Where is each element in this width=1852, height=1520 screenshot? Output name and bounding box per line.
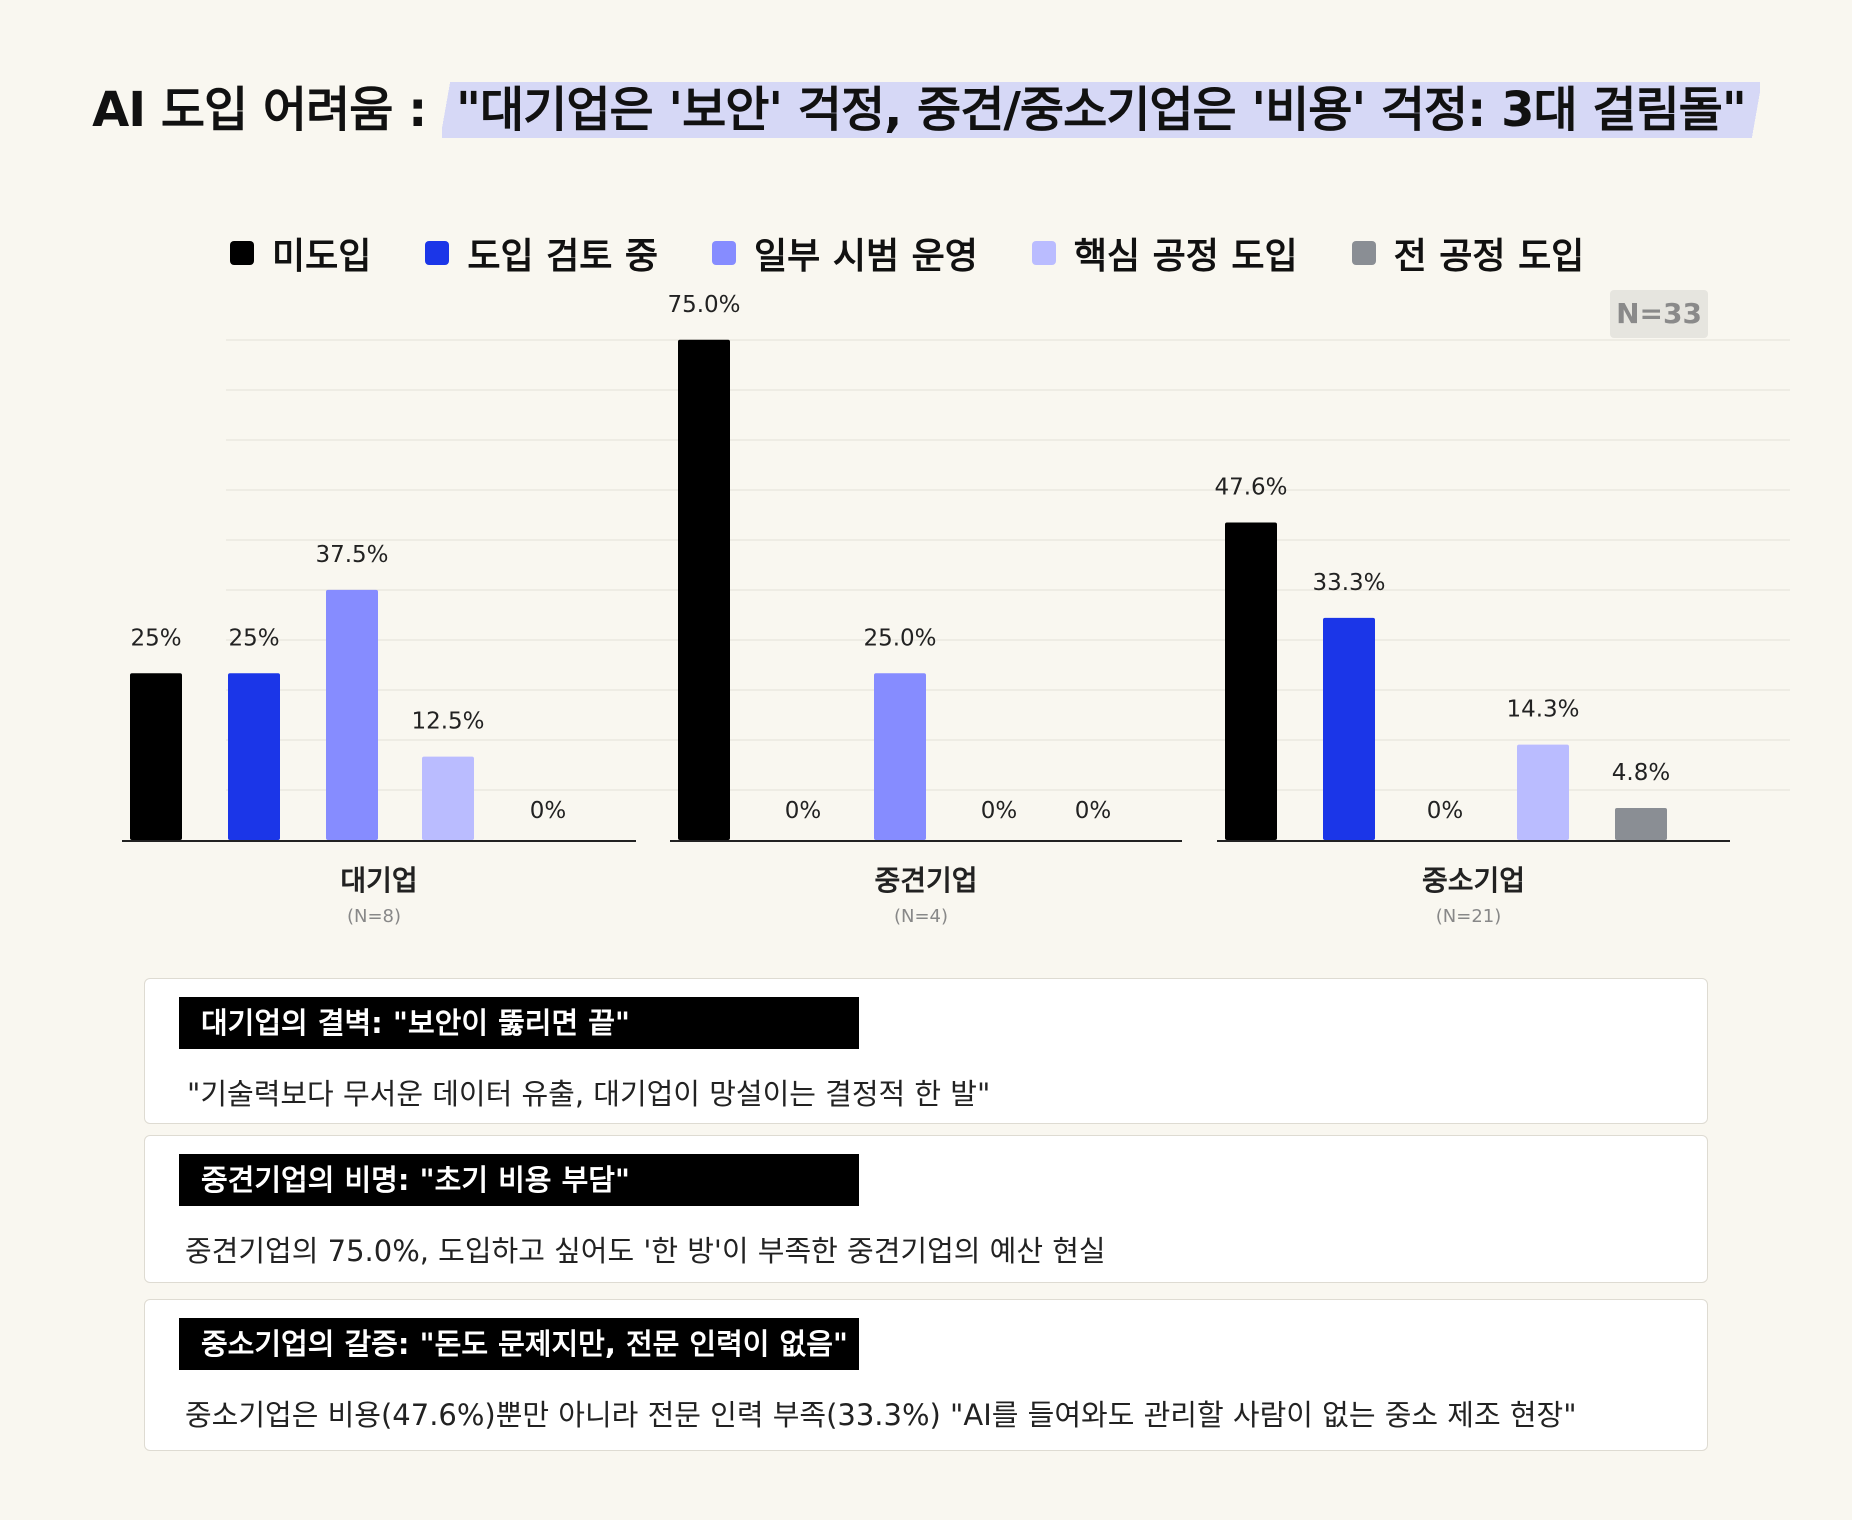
category-label: 대기업 xyxy=(340,864,417,897)
insight-card-small: 중소기업의 갈증: "돈도 문제지만, 전문 인력이 없음" 중소기업은 비용(… xyxy=(144,1299,1708,1451)
bar-3-5 xyxy=(1615,807,1667,840)
data-label: 37.5% xyxy=(315,542,388,568)
bar-1-2 xyxy=(228,673,280,840)
data-label: 14.3% xyxy=(1506,697,1579,723)
legend-swatch xyxy=(1031,241,1056,265)
legend-item-full-process: 전 공정 도입 xyxy=(1351,227,1585,279)
data-label: 0% xyxy=(530,798,567,824)
insight-card-text: 중소기업은 비용(47.6%)뿐만 아니라 전문 인력 부족(33.3%) "A… xyxy=(185,1398,1577,1432)
chart-title: AI 도입 어려움 : "대기업은 '보안' 걱정, 중견/중소기업은 '비용'… xyxy=(0,70,1852,140)
insight-card-text: "기술력보다 무서운 데이터 유출, 대기업이 망설이는 결정적 한 발" xyxy=(187,1077,991,1111)
data-label: 0% xyxy=(1075,798,1112,824)
data-label: 0% xyxy=(785,798,822,824)
data-label: 25.0% xyxy=(863,625,936,651)
legend: 미도입 도입 검토 중 일부 시범 운영 핵심 공정 도입 전 공정 도입 xyxy=(230,228,1584,278)
insight-card-medium: 중견기업의 비명: "초기 비용 부담" 중견기업의 75.0%, 도입하고 싶… xyxy=(144,1135,1708,1283)
legend-swatch xyxy=(1351,241,1376,265)
data-label: 12.5% xyxy=(411,709,484,735)
legend-label: 도입 검토 중 xyxy=(467,236,659,277)
legend-swatch xyxy=(712,241,737,265)
bar-1-4 xyxy=(422,756,474,840)
data-label: 33.3% xyxy=(1312,570,1385,596)
category-n-label: (N=4) xyxy=(894,906,948,927)
bar-chart: 25% 25% 37.5% 12.5% 0% 대기업 (N=8) 75.0% 0% 25.0% 0%… xyxy=(122,292,1790,927)
category-n-label: (N=21) xyxy=(1436,906,1502,927)
legend-label: 일부 시범 운영 xyxy=(754,236,978,277)
legend-item-reviewing: 도입 검토 중 xyxy=(425,227,658,279)
data-label: 0% xyxy=(981,798,1018,824)
insight-card-label: 중견기업의 비명: "초기 비용 부담" xyxy=(179,1154,859,1206)
bar-2-3 xyxy=(874,673,926,840)
legend-item-not-adopted: 미도입 xyxy=(230,227,371,279)
bar-3-4 xyxy=(1517,744,1569,840)
insight-card-label: 대기업의 결벽: "보안이 뚫리면 끝" xyxy=(179,997,859,1049)
data-label: 25% xyxy=(228,625,279,651)
insight-card-text: 중견기업의 75.0%, 도입하고 싶어도 '한 방'이 부족한 중견기업의 예… xyxy=(185,1234,1106,1268)
bar-3-2 xyxy=(1323,617,1375,840)
data-label: 75.0% xyxy=(667,292,740,318)
legend-item-core-process: 핵심 공정 도입 xyxy=(1031,227,1298,279)
bar-3-1 xyxy=(1225,522,1277,840)
data-label: 47.6% xyxy=(1214,475,1287,501)
insight-card-label: 중소기업의 갈증: "돈도 문제지만, 전문 인력이 없음" xyxy=(179,1318,859,1370)
category-label: 중소기업 xyxy=(1422,864,1525,897)
data-label: 4.8% xyxy=(1612,760,1670,786)
legend-label: 미도입 xyxy=(272,236,372,277)
legend-label: 핵심 공정 도입 xyxy=(1073,236,1298,277)
legend-label: 전 공정 도입 xyxy=(1393,236,1585,277)
bar-1-3 xyxy=(326,589,378,840)
legend-swatch xyxy=(230,241,254,265)
category-n-label: (N=8) xyxy=(347,906,401,927)
insight-card-large: 대기업의 결벽: "보안이 뚫리면 끝" "기술력보다 무서운 데이터 유출, … xyxy=(144,978,1708,1124)
sample-size-badge: N=33 xyxy=(1610,290,1708,338)
category-label: 중견기업 xyxy=(874,864,977,897)
bar-1-1 xyxy=(130,673,182,840)
legend-swatch xyxy=(425,241,450,265)
title-prefix: AI 도입 어려움 : xyxy=(92,82,443,138)
data-label: 0% xyxy=(1427,798,1464,824)
legend-item-pilot: 일부 시범 운영 xyxy=(712,227,978,279)
title-highlight: "대기업은 '보안' 걱정, 중견/중소기업은 '비용' 걱정: 3대 걸림돌" xyxy=(442,82,1760,138)
bar-2-1 xyxy=(678,339,730,840)
data-label: 25% xyxy=(130,625,181,651)
